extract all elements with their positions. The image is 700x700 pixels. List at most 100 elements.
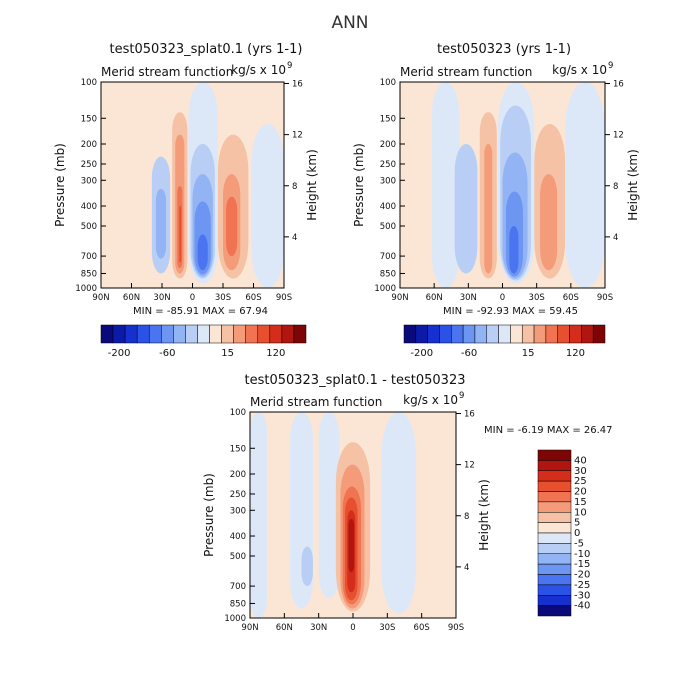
colorbar-label: -40	[574, 601, 590, 612]
x-tick-label: 60S	[245, 293, 261, 303]
height-tick-label: 16	[292, 80, 303, 90]
panel-title: test050323_splat0.1 (yrs 1-1)	[110, 42, 303, 57]
colorbar-swatch	[537, 532, 572, 544]
colorbar-swatch	[281, 324, 295, 344]
colorbar-swatch	[537, 553, 572, 565]
height-tick-label: 8	[292, 182, 297, 192]
x-tick-label: 60N	[276, 623, 293, 633]
y-tick-label: 100	[81, 78, 97, 88]
colorbar-swatch	[537, 501, 572, 513]
height-tick-label: 8	[464, 512, 469, 522]
y-tick-label: 850	[230, 599, 246, 609]
contour-cell	[251, 124, 284, 288]
height-tick-label: 16	[464, 410, 475, 420]
contour-cell	[565, 82, 605, 288]
contour-cell	[484, 144, 493, 274]
colorbar-swatch	[486, 324, 499, 344]
colorbar-swatch	[537, 584, 572, 596]
figure-title: ANN	[331, 13, 368, 33]
y-axis-label: Pressure (mb)	[53, 143, 67, 227]
colorbar-swatch	[161, 324, 174, 344]
x-tick-label: 60N	[426, 293, 443, 303]
contour-cell	[318, 412, 340, 599]
y-axis-label-right: Height (km)	[305, 149, 319, 220]
x-tick-label: 30N	[460, 293, 477, 303]
panel-3: test050323_splat0.1 - test050323 Merid st…	[202, 373, 613, 633]
panel-subtitle: Merid stream function	[400, 65, 532, 79]
y-tick-label: 250	[230, 490, 246, 500]
contour-field	[431, 82, 605, 288]
contour-cell	[348, 518, 355, 573]
colorbar-swatch	[545, 324, 558, 344]
y-tick-label: 100	[230, 408, 246, 418]
height-tick-label: 16	[613, 80, 624, 90]
colorbar-swatch	[124, 324, 138, 344]
y-tick-label: 700	[81, 252, 97, 262]
y-tick-label: 300	[380, 176, 396, 186]
contour-cell	[381, 412, 416, 614]
contour-cell	[540, 174, 558, 271]
height-tick-label: 12	[292, 131, 303, 141]
x-tick-label: 30S	[379, 623, 395, 633]
colorbar-swatch	[537, 563, 572, 575]
colorbar-swatch	[462, 324, 476, 344]
colorbar-swatch	[537, 449, 572, 461]
x-tick-label: 90S	[597, 293, 613, 303]
colorbar-label: 120	[566, 348, 585, 359]
colorbar-swatch	[537, 595, 572, 606]
x-tick-label: 30S	[215, 293, 231, 303]
colorbar-label: 0	[574, 528, 580, 539]
colorbar-swatch	[269, 324, 283, 344]
y-tick-label: 850	[380, 269, 396, 279]
contour-cell	[301, 546, 313, 587]
colorbar-label: -5	[574, 538, 584, 549]
y-tick-label: 1000	[374, 284, 396, 294]
x-tick-label: 30N	[153, 293, 170, 303]
colorbar-swatch	[427, 324, 440, 344]
y-tick-label: 1000	[75, 284, 97, 294]
units-exponent: 9	[608, 61, 613, 71]
colorbar-label: 120	[266, 348, 285, 359]
colorbar-label: -60	[159, 348, 175, 359]
height-tick-label: 4	[292, 233, 297, 243]
min-max-readout: MIN = -92.93 MAX = 59.45	[443, 306, 578, 317]
colorbar-swatch	[537, 512, 572, 523]
y-tick-label: 250	[81, 160, 97, 170]
colorbar-label: 25	[574, 476, 587, 487]
colorbar-swatch	[403, 324, 417, 344]
colorbar-swatch	[112, 324, 126, 344]
x-tick-label: 0	[190, 293, 195, 303]
colorbar-swatch	[537, 574, 572, 586]
panel-subtitle: Merid stream function	[101, 65, 233, 79]
y-axis-label-right: Height (km)	[626, 149, 640, 220]
colorbar-swatch	[257, 324, 271, 344]
height-tick-label: 8	[613, 182, 618, 192]
colorbar-swatch	[474, 324, 488, 344]
colorbar-swatch	[221, 324, 234, 344]
y-tick-label: 150	[380, 114, 396, 124]
colorbar-label: -20	[574, 570, 590, 581]
y-tick-label: 150	[81, 114, 97, 124]
contour-cell	[197, 234, 208, 271]
y-tick-label: 200	[230, 470, 246, 480]
colorbar-swatch	[533, 324, 547, 344]
colorbar-swatch	[537, 605, 572, 617]
panel-subtitle: Merid stream function	[250, 395, 382, 409]
units-label: kg/s x 10	[552, 63, 607, 77]
y-tick-label: 500	[380, 222, 396, 232]
y-tick-label: 400	[380, 202, 396, 212]
contour-cell	[454, 144, 478, 274]
colorbar-swatch	[510, 324, 523, 344]
y-axis-label-right: Height (km)	[477, 479, 491, 550]
y-tick-label: 250	[380, 160, 396, 170]
colorbar-label: -60	[461, 348, 477, 359]
colorbar-label: 15	[221, 348, 234, 359]
x-tick-label: 90N	[92, 293, 109, 303]
y-tick-label: 200	[380, 140, 396, 150]
colorbar-swatch	[185, 324, 198, 344]
colorbar-label: 30	[574, 466, 587, 477]
y-axis-label: Pressure (mb)	[202, 473, 216, 557]
y-tick-label: 400	[230, 532, 246, 542]
